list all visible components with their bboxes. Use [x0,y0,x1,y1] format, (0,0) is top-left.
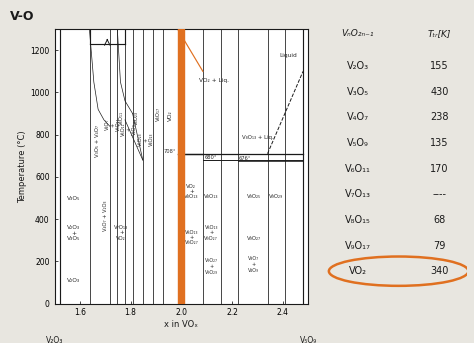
Text: VO₂
+
V₈O₁₃: VO₂ + V₈O₁₃ [184,184,199,199]
Text: V₇O₁₃
+
VO₂: V₇O₁₃ + VO₂ [114,225,128,241]
Text: V₈O₁₃ + Liq.: V₈O₁₃ + Liq. [242,135,273,140]
Text: 68: 68 [433,215,446,225]
Text: V₉O₂₇
+
V₉O₂₉: V₉O₂₇ + V₉O₂₉ [205,258,218,275]
Text: V₃O₇
+
V₄O₉: V₃O₇ + V₄O₉ [248,256,259,273]
Text: 708°: 708° [164,149,176,154]
Text: V₆O₂₃: V₆O₂₃ [135,111,139,125]
Text: V₄O₇
+
V₆O₁₁: V₄O₇ + V₆O₁₁ [105,118,121,131]
Text: 680°: 680° [204,155,217,160]
Text: V-O: V-O [9,10,34,23]
Text: V₄O₇ + V₂O₃: V₄O₇ + V₂O₃ [103,200,108,231]
Text: V₆O₁₁: V₆O₁₁ [118,111,124,125]
Text: V₄O₇: V₄O₇ [346,113,369,122]
Text: V₂O₃: V₂O₃ [46,335,63,343]
Text: V₆O₂₃
+
V₄O₂₃: V₆O₂₃ + V₄O₂₃ [137,133,154,146]
Text: V₃O₅: V₃O₅ [346,87,369,97]
Text: V₈O₁₅: V₈O₁₅ [345,215,371,225]
Text: 79: 79 [433,240,446,250]
Text: V₃O₅: V₃O₅ [67,196,80,201]
Text: V₂O₃: V₂O₃ [346,61,369,71]
Text: V₉O₂₉: V₉O₂₉ [269,194,283,199]
Text: V₅O₉: V₅O₉ [300,335,317,343]
Text: V₂O₃
+
V₃O₅: V₂O₃ + V₃O₅ [67,225,80,241]
Text: 238: 238 [430,113,449,122]
Text: 135: 135 [430,138,449,148]
Text: V₆O₁₇: V₆O₁₇ [155,107,161,121]
X-axis label: x in VOₓ: x in VOₓ [164,320,198,329]
Text: V₇O₁₃: V₇O₁₃ [345,189,371,199]
Text: V₂O₃: V₂O₃ [67,279,80,283]
Text: VO₂ + Liq.: VO₂ + Liq. [199,78,229,83]
Text: 676°: 676° [239,156,252,161]
Text: V₉O₂₇: V₉O₂₇ [246,236,261,241]
Text: 170: 170 [430,164,449,174]
Bar [178,29,184,304]
Text: V₆O₁₁: V₆O₁₁ [345,164,371,174]
Text: V₈O₁₃
+
V₉O₂₇: V₈O₁₃ + V₉O₂₇ [204,225,218,241]
Text: V₃O₅ + V₄O₇: V₃O₅ + V₄O₇ [95,125,100,157]
Text: 155: 155 [430,61,449,71]
Text: V₆O₁₁
+
V₄O₇: V₆O₁₁ + V₄O₇ [120,122,137,136]
Text: V₉O₁₇: V₉O₁₇ [345,240,371,250]
Text: VO₂: VO₂ [349,266,367,276]
Text: 430: 430 [430,87,449,97]
Text: V₅O₉: V₅O₉ [347,138,369,148]
Text: Tₜᵣ[K]: Tₜᵣ[K] [428,29,451,38]
Text: ----: ---- [433,189,447,199]
Text: VₙO₂ₙ₋₁: VₙO₂ₙ₋₁ [341,29,374,38]
Text: VO₂: VO₂ [168,110,173,121]
Text: V₉O₂₅: V₉O₂₅ [246,194,261,199]
Text: V₈O₁₃
+
V₉O₂₇: V₈O₁₃ + V₉O₂₇ [185,230,198,246]
Text: 340: 340 [430,266,449,276]
Text: V₈O₁₃: V₈O₁₃ [204,194,219,199]
Y-axis label: Temperature (°C): Temperature (°C) [18,130,27,203]
Text: Liquid: Liquid [279,52,297,58]
